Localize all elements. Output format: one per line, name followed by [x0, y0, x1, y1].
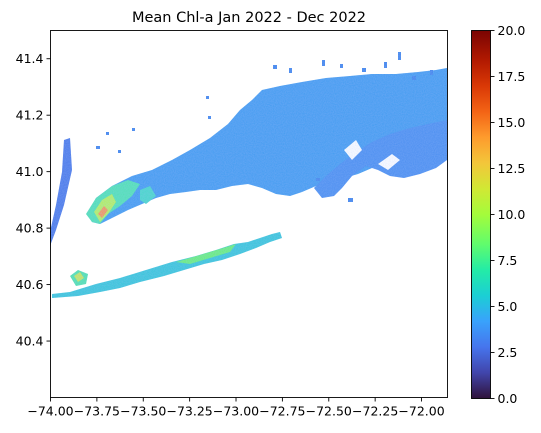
colorbar-tick-label: 2.5 [498, 345, 518, 360]
y-tick-label: 40.6 [16, 277, 44, 292]
chlorophyll-raster [50, 52, 447, 298]
y-tick-label: 41.0 [16, 164, 44, 179]
colorbar-gradient [471, 30, 491, 399]
x-tick-label: −72.00 [398, 404, 444, 419]
colorbar-tick-label: 10.0 [498, 207, 526, 222]
hudson-river [50, 138, 72, 246]
x-tick-label: −73.75 [74, 404, 120, 419]
coastal-inlets [96, 52, 433, 202]
long-island-sound [88, 68, 447, 224]
x-tick-label: −72.50 [306, 404, 352, 419]
colorbar-tick-label: 20.0 [498, 23, 526, 38]
x-tick-label: −74.00 [27, 404, 73, 419]
shelter-island [344, 140, 362, 160]
y-tick-label: 40.8 [16, 221, 44, 236]
x-tick-label: −73.00 [213, 404, 259, 419]
colorbar-tick-label: 12.5 [498, 161, 526, 176]
colorbar: 0.0 2.5 5.0 7.5 10.0 12.5 15.0 17.5 20.0 [471, 23, 526, 406]
colorbar-ticks: 0.0 2.5 5.0 7.5 10.0 12.5 15.0 17.5 20.0 [490, 23, 526, 406]
jamaica-bay-core [74, 272, 84, 282]
colorbar-tick-label: 7.5 [498, 253, 518, 268]
x-tick-label: −73.25 [167, 404, 213, 419]
x-axis: −74.00 −73.75 −73.50 −73.25 −73.00 −72.75 −72.… [27, 397, 445, 419]
plum-island-area [378, 154, 400, 170]
y-tick-label: 41.4 [16, 51, 44, 66]
y-tick-label: 41.2 [16, 108, 44, 123]
great-south-bay-green [176, 244, 236, 264]
colorbar-tick-label: 15.0 [498, 115, 526, 130]
x-tick-label: −72.75 [259, 404, 305, 419]
colorbar-tick-label: 17.5 [498, 69, 526, 84]
plot-frame [50, 30, 448, 398]
y-tick-label: 40.4 [16, 334, 44, 349]
x-tick-label: −73.50 [120, 404, 166, 419]
eastern-sound [314, 120, 447, 198]
y-axis: 40.4 40.6 40.8 41.0 41.2 41.4 [16, 51, 51, 349]
colorbar-tick-label: 0.0 [498, 391, 518, 406]
map-title: Mean Chl-a Jan 2022 - Dec 2022 [132, 10, 366, 26]
nearshore-orange-spot [98, 206, 108, 218]
hempstead-harbor [140, 186, 156, 204]
plot-area: −74.00 −73.75 −73.50 −73.25 −73.00 −72.75 −72.… [16, 30, 448, 419]
x-tick-label: −72.25 [352, 404, 398, 419]
colorbar-tick-label: 5.0 [498, 299, 518, 314]
